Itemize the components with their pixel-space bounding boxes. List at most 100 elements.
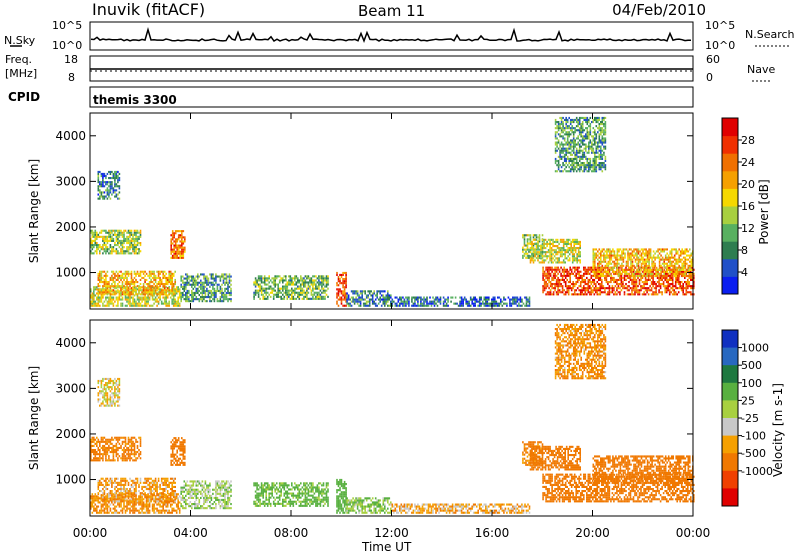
heatmap-cell <box>166 288 169 291</box>
heatmap-cell <box>640 268 643 271</box>
heatmap-cell <box>322 281 325 284</box>
heatmap-cell <box>563 272 565 275</box>
heatmap-cell <box>637 262 640 265</box>
heatmap-cell <box>373 300 375 303</box>
heatmap-cell <box>556 143 558 146</box>
heatmap-cell <box>106 235 109 238</box>
heatmap-cell <box>528 302 531 305</box>
heatmap-cell <box>525 256 527 259</box>
heatmap-cell <box>672 268 674 271</box>
heatmap-cell <box>601 135 604 138</box>
heatmap-cell <box>230 300 232 303</box>
heatmap-cell <box>569 121 572 124</box>
heatmap-cell <box>676 258 679 261</box>
heatmap-cell <box>148 272 151 275</box>
heatmap-cell <box>97 278 100 281</box>
heatmap-cell <box>543 261 545 264</box>
heatmap-cell <box>117 285 119 288</box>
heatmap-cell <box>616 266 619 269</box>
heatmap-cell <box>591 170 593 173</box>
heatmap-cell <box>126 300 128 303</box>
heatmap-cell <box>136 235 139 238</box>
heatmap-cell <box>636 264 638 267</box>
heatmap-cell <box>571 240 574 243</box>
heatmap-cell <box>306 293 308 296</box>
heatmap-cell <box>671 274 674 277</box>
heatmap-cell <box>581 121 584 124</box>
heatmap-cell <box>575 121 578 124</box>
heatmap-cell <box>318 291 320 294</box>
heatmap-cell <box>619 264 622 267</box>
heatmap-cell <box>643 275 646 278</box>
heatmap-cell <box>537 255 539 258</box>
heatmap-cell <box>141 270 143 273</box>
heatmap-cell <box>554 289 556 292</box>
heatmap-cell <box>148 281 151 284</box>
heatmap-cell <box>105 250 107 253</box>
heatmap-cell <box>102 287 104 290</box>
heatmap-cell <box>382 298 385 301</box>
heatmap-cell <box>601 170 604 173</box>
heatmap-cell <box>646 258 649 261</box>
heatmap-cell <box>562 145 564 148</box>
heatmap-cell <box>592 170 595 173</box>
heatmap-cell <box>572 147 575 150</box>
heatmap-cell <box>633 275 635 278</box>
heatmap-cell <box>175 290 178 293</box>
heatmap-cell <box>597 164 599 167</box>
heatmap-cell <box>670 254 673 257</box>
heatmap-cell <box>108 286 110 289</box>
heatmap-cell <box>103 175 106 178</box>
heatmap-cell <box>673 266 676 269</box>
heatmap-cell <box>636 262 638 265</box>
heatmap-cell <box>166 278 169 281</box>
heatmap-cell <box>575 283 577 286</box>
heatmap-cell <box>583 162 586 165</box>
heatmap-cell <box>681 248 683 251</box>
heatmap-cell <box>667 274 669 277</box>
heatmap-cell <box>150 287 152 290</box>
heatmap-cell <box>580 127 582 130</box>
heatmap-cell <box>304 275 307 278</box>
heatmap-cell <box>212 285 214 288</box>
heatmap-cell <box>690 258 693 261</box>
heatmap-cell <box>127 250 130 253</box>
heatmap-cell <box>426 296 428 299</box>
heatmap-cell <box>675 275 677 278</box>
heatmap-cell <box>652 268 654 271</box>
heatmap-cell <box>103 274 106 277</box>
heatmap-cell <box>204 300 207 303</box>
heatmap-cell <box>645 254 647 257</box>
heatmap-cell <box>316 297 319 300</box>
heatmap-cell <box>569 141 572 144</box>
heatmap-cell <box>584 278 587 281</box>
heatmap-cell <box>538 245 541 248</box>
heatmap-cell <box>492 298 495 301</box>
heatmap-cell <box>294 277 296 280</box>
heatmap-cell <box>652 256 655 259</box>
heatmap-cell <box>198 289 201 292</box>
heatmap-cell <box>147 289 149 292</box>
heatmap-cell <box>668 289 671 292</box>
heatmap-cell <box>349 298 351 301</box>
heatmap-cell <box>103 278 106 281</box>
heatmap-cell <box>117 244 119 247</box>
heatmap-cell <box>127 302 130 305</box>
heatmap-cell <box>139 278 142 281</box>
heatmap-cell <box>141 298 143 301</box>
heatmap-cell <box>172 296 175 299</box>
heatmap-cell <box>690 291 692 294</box>
heatmap-cell <box>486 304 489 307</box>
heatmap-cell <box>472 296 475 299</box>
heatmap-cell <box>376 296 378 299</box>
heatmap-cell <box>99 195 101 198</box>
heatmap-cell <box>592 268 595 271</box>
heatmap-cell <box>225 291 228 294</box>
heatmap-cell <box>100 175 103 178</box>
heatmap-cell <box>575 137 578 140</box>
heatmap-cell <box>637 250 640 253</box>
heatmap-cell <box>676 252 679 255</box>
heatmap-cell <box>339 273 341 276</box>
heatmap-cell <box>172 293 175 296</box>
heatmap-cell <box>172 291 175 294</box>
